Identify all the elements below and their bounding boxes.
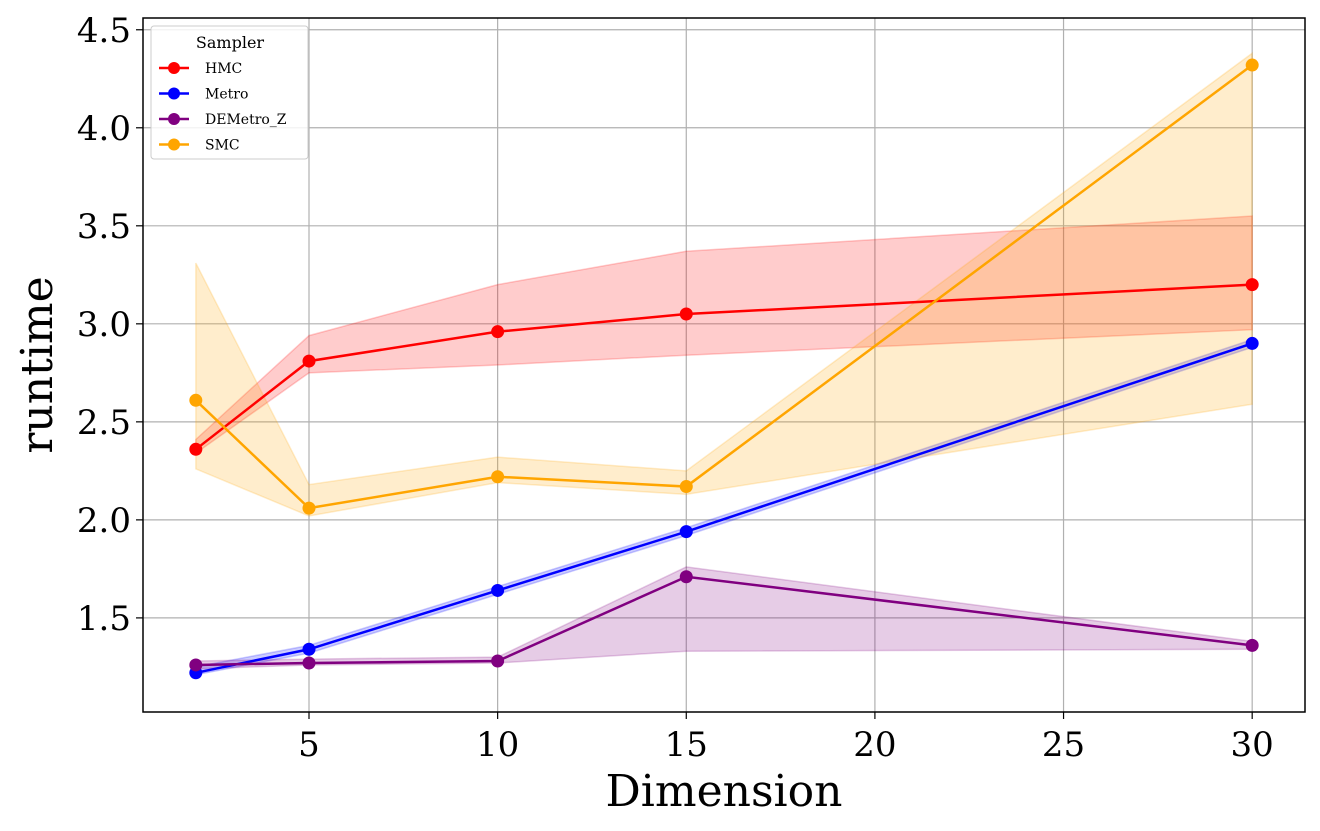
point-demetro-z — [302, 656, 316, 670]
legend-box — [150, 25, 309, 160]
band-smc — [195, 51, 1253, 517]
legend: Sampler HMC Metro DEMetro_Z SMC — [150, 25, 309, 160]
point-smc — [1245, 58, 1259, 72]
x-tick-label: 20 — [853, 725, 896, 765]
point-metro — [1245, 336, 1259, 350]
point-smc — [189, 393, 203, 407]
legend-title: Sampler — [196, 33, 265, 52]
y-tick-label: 1.5 — [77, 599, 131, 639]
x-tick-label: 5 — [298, 725, 320, 765]
point-demetro-z — [679, 570, 693, 584]
y-tick-label: 2.5 — [77, 403, 131, 443]
x-axis-title: Dimension — [606, 766, 843, 817]
y-tick-label: 3.5 — [77, 207, 131, 247]
point-metro — [679, 525, 693, 539]
point-hmc — [491, 325, 505, 339]
point-hmc — [679, 307, 693, 321]
y-axis-title: runtime — [12, 276, 63, 453]
y-tick-label: 4.0 — [77, 109, 131, 149]
point-hmc — [189, 442, 203, 456]
legend-label-demetro-z: DEMetro_Z — [205, 112, 287, 128]
x-tick-label: 25 — [1042, 725, 1085, 765]
x-tick-label: 10 — [476, 725, 519, 765]
point-hmc — [1245, 278, 1259, 292]
point-demetro-z — [189, 658, 203, 672]
y-tick-label: 2.0 — [77, 501, 131, 541]
grid — [143, 18, 1305, 712]
legend-marker-metro — [168, 87, 180, 100]
y-tick-label: 3.0 — [77, 305, 131, 345]
y-tick-label: 4.5 — [77, 11, 131, 51]
point-smc — [679, 480, 693, 494]
point-demetro-z — [491, 654, 505, 668]
legend-marker-demetro-z — [168, 113, 180, 125]
legend-marker-smc — [168, 138, 180, 151]
legend-items: HMC Metro DEMetro_Z SMC — [159, 61, 287, 154]
legend-marker-hmc — [168, 62, 180, 74]
point-smc — [491, 470, 505, 484]
point-demetro-z — [1245, 638, 1259, 652]
point-hmc — [302, 354, 316, 368]
point-metro — [302, 642, 316, 656]
legend-label-metro: Metro — [205, 87, 248, 103]
series-points — [189, 58, 1259, 680]
legend-label-smc: SMC — [205, 138, 240, 154]
point-smc — [302, 501, 316, 515]
axis-ticks: 5 10 15 20 25 30 1.5 2.0 2.5 3.0 3.5 4.0 4.5 — [77, 11, 1274, 765]
point-metro — [491, 583, 505, 597]
band-hmc — [195, 215, 1253, 455]
x-tick-label: 15 — [665, 725, 708, 765]
x-tick-label: 30 — [1231, 725, 1274, 765]
confidence-bands — [195, 51, 1253, 676]
legend-label-hmc: HMC — [205, 61, 242, 77]
plot-frame — [142, 17, 1306, 713]
